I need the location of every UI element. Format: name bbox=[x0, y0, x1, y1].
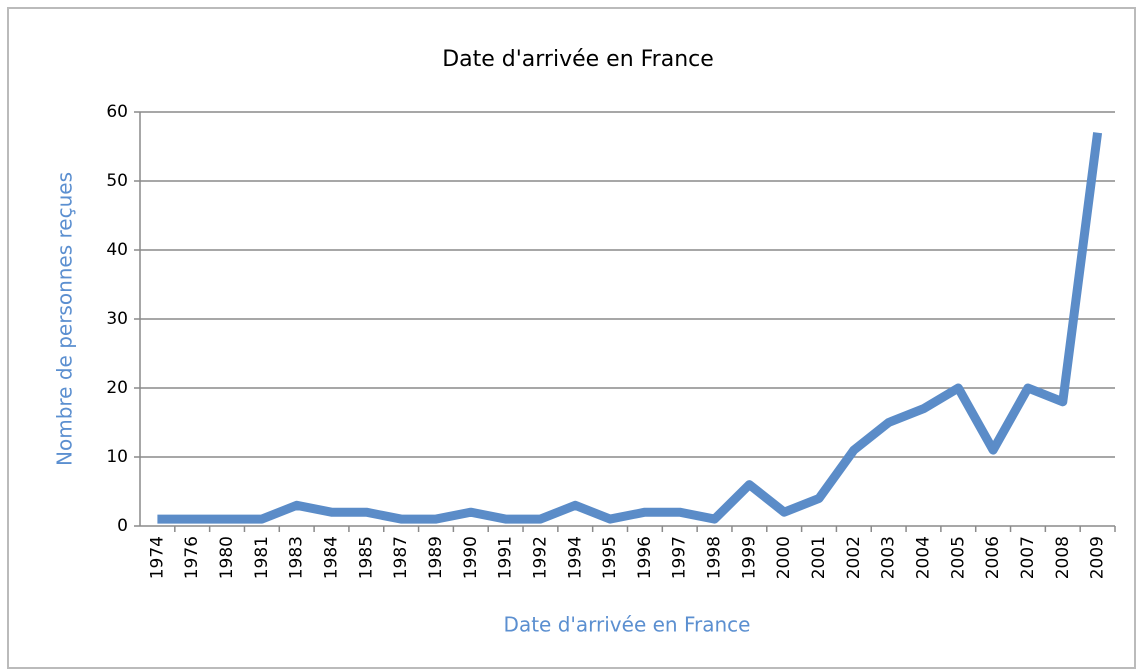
x-tick-label: 1997 bbox=[670, 536, 690, 579]
line bbox=[157, 132, 1103, 524]
x-tick-label: 1994 bbox=[565, 536, 585, 579]
x-tick-label: 1999 bbox=[739, 536, 759, 579]
y-tick-label: 60 bbox=[106, 102, 128, 122]
x-tick-label: 1985 bbox=[356, 536, 376, 579]
x-tick-label: 1984 bbox=[322, 536, 342, 579]
y-axis-title: Nombre de personnes reçues bbox=[53, 172, 77, 466]
y-tick-label: 30 bbox=[106, 309, 128, 329]
x-tick-label: 2003 bbox=[879, 536, 899, 579]
x-tick-label: 1987 bbox=[391, 536, 411, 579]
x-tick-label: 1992 bbox=[530, 536, 550, 579]
x-tick-label: 2005 bbox=[948, 536, 968, 579]
y-tick-label: 40 bbox=[106, 240, 128, 260]
x-tick-label: 1983 bbox=[287, 536, 307, 579]
x-tick-label: 2001 bbox=[809, 536, 829, 579]
x-tick-label: 1980 bbox=[217, 536, 237, 579]
x-axis-title: Date d'arrivée en France bbox=[504, 613, 751, 637]
x-tick-label: 1995 bbox=[600, 536, 620, 579]
x-tick-label: 1998 bbox=[705, 536, 725, 579]
x-tick-label: 2007 bbox=[1018, 536, 1038, 579]
x-tick-label: 2002 bbox=[844, 536, 864, 579]
x-tick-label: 2006 bbox=[983, 536, 1003, 579]
x-tick-label: 1996 bbox=[635, 536, 655, 579]
x-tick-label: 1974 bbox=[147, 536, 167, 579]
x-tick-label: 2004 bbox=[913, 536, 933, 579]
x-tick-label: 1976 bbox=[182, 536, 202, 579]
chart-frame bbox=[7, 7, 1136, 669]
x-tick-label: 1990 bbox=[461, 536, 481, 579]
x-tick-label: 1981 bbox=[252, 536, 272, 579]
y-tick-label: 20 bbox=[106, 378, 128, 398]
y-tick-label: 0 bbox=[117, 516, 128, 536]
x-tick-label: 1991 bbox=[496, 536, 516, 579]
x-tick-label: 2009 bbox=[1088, 536, 1108, 579]
x-tick-label: 2000 bbox=[774, 536, 794, 579]
chart-title: Date d'arrivée en France bbox=[442, 47, 714, 72]
y-tick-label: 50 bbox=[106, 171, 128, 191]
y-tick-label: 10 bbox=[106, 447, 128, 467]
x-tick-label: 1989 bbox=[426, 536, 446, 579]
x-tick-label: 2008 bbox=[1053, 536, 1073, 579]
